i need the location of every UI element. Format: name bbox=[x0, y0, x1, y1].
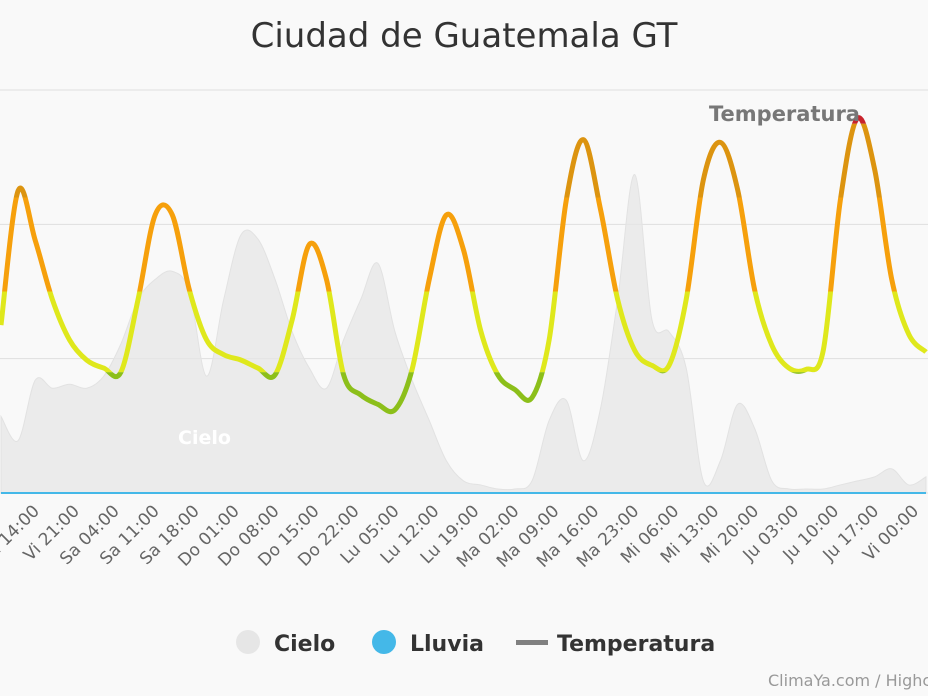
legend-symbol bbox=[372, 630, 396, 654]
temperature-line bbox=[0, 291, 928, 373]
series-label: Cielo bbox=[178, 427, 231, 449]
chart-title: Ciudad de Guatemala GT bbox=[251, 16, 678, 56]
series-label: Temperatura bbox=[709, 102, 860, 126]
temperature-line bbox=[2, 197, 898, 292]
legend-label[interactable]: Cielo bbox=[274, 632, 335, 657]
cloud-area bbox=[0, 174, 927, 494]
legend-label[interactable]: Lluvia bbox=[410, 632, 484, 657]
legend-symbol bbox=[236, 630, 260, 654]
credits: ClimaYa.com / Highcharts bbox=[768, 671, 928, 690]
legend-symbol bbox=[516, 640, 548, 645]
legend-label[interactable]: Temperatura bbox=[557, 632, 715, 657]
